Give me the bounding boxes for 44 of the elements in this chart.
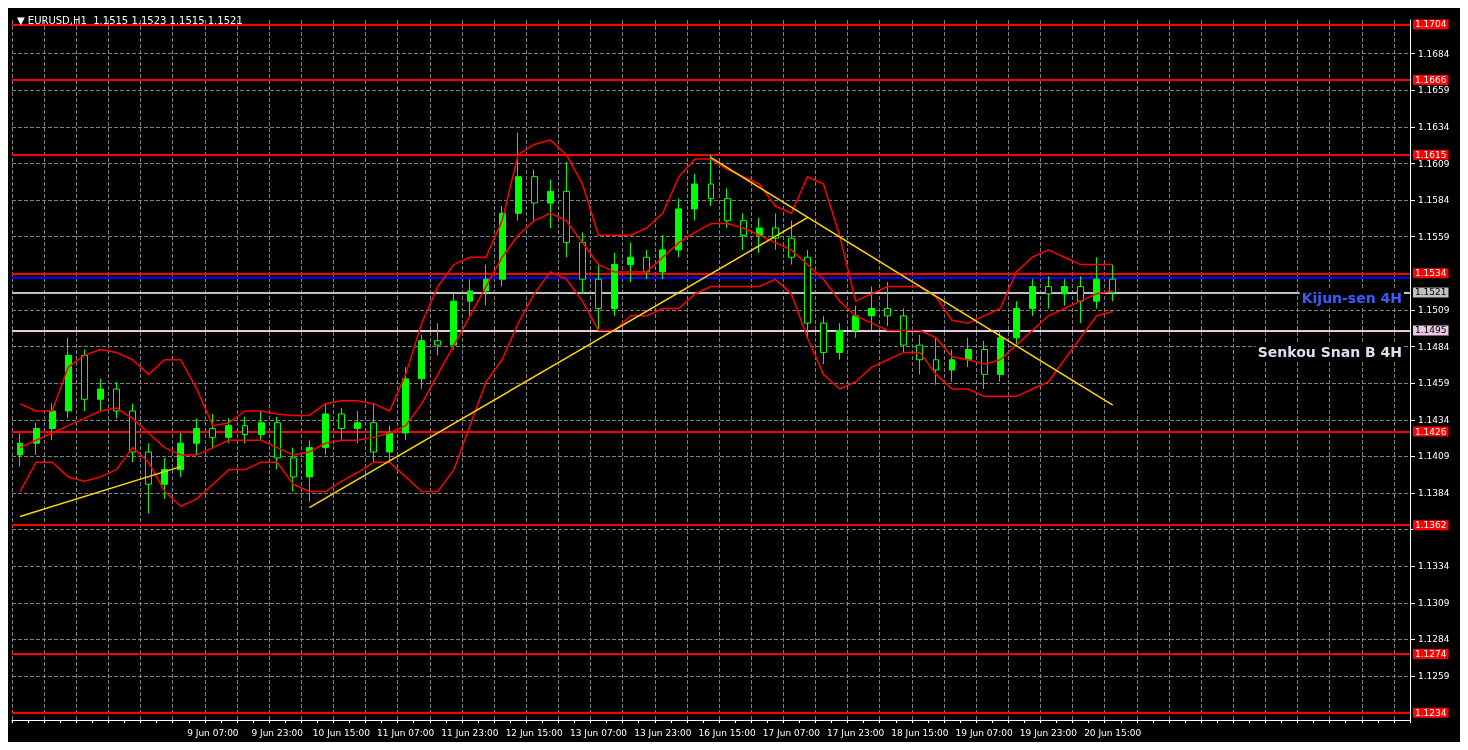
x-tick-label: 13 Jun 23:00 bbox=[634, 727, 692, 738]
y-tick-label: 1.1509 bbox=[1418, 304, 1450, 315]
y-tick-label: 1.1584 bbox=[1418, 195, 1450, 206]
y-tick-label: 1.1609 bbox=[1418, 158, 1450, 169]
ref-line-label: 1.1521 bbox=[1415, 287, 1447, 298]
y-tick-label: 1.1659 bbox=[1418, 85, 1450, 96]
ref-line-label: 1.1534 bbox=[1415, 268, 1447, 279]
x-tick-label: 9 Jun 07:00 bbox=[187, 727, 239, 738]
ref-line-label: 1.1426 bbox=[1415, 426, 1447, 437]
y-tick-label: 1.1434 bbox=[1418, 414, 1450, 425]
x-tick-label: 18 Jun 15:00 bbox=[891, 727, 949, 738]
ref-line-label: 1.1234 bbox=[1415, 707, 1447, 718]
text: Kijun-sen 4H bbox=[1301, 289, 1403, 306]
chart-title: ▼ EURUSD,H1 1.1515 1.1523 1.1515 1.1521 bbox=[17, 14, 243, 26]
ref-line-label: 1.1666 bbox=[1415, 75, 1447, 86]
y-tick-label: 1.1459 bbox=[1418, 378, 1450, 389]
x-tick-label: 17 Jun 23:00 bbox=[827, 727, 885, 738]
x-tick-label: 16 Jun 15:00 bbox=[698, 727, 756, 738]
y-tick-label: 1.1634 bbox=[1418, 121, 1450, 132]
y-tick-label: 1.1334 bbox=[1418, 561, 1450, 572]
x-tick-label: 19 Jun 07:00 bbox=[955, 727, 1014, 738]
x-tick-label: 9 Jun 23:00 bbox=[251, 727, 304, 738]
y-tick-label: 1.1384 bbox=[1418, 488, 1450, 499]
y-tick-label: 1.1309 bbox=[1418, 597, 1450, 608]
y-tick-label: 1.1259 bbox=[1418, 671, 1450, 682]
x-tick-label: 13 Jun 07:00 bbox=[569, 727, 628, 738]
y-tick-label: 1.1284 bbox=[1418, 634, 1450, 645]
x-tick-label: 19 Jun 23:00 bbox=[1019, 727, 1078, 738]
y-tick-label: 1.1559 bbox=[1418, 231, 1450, 242]
x-tick-label: 12 Jun 15:00 bbox=[505, 727, 564, 738]
text: Senkou Snan B 4H bbox=[1257, 344, 1402, 361]
ref-line-label: 1.1495 bbox=[1415, 325, 1447, 336]
x-tick-label: 17 Jun 07:00 bbox=[762, 727, 821, 738]
ref-line-label: 1.1615 bbox=[1415, 149, 1447, 160]
y-tick-label: 1.1684 bbox=[1418, 48, 1450, 59]
x-tick-label: 11 Jun 07:00 bbox=[377, 727, 435, 738]
ref-line-label: 1.1362 bbox=[1415, 520, 1447, 531]
x-tick-label: 11 Jun 23:00 bbox=[441, 727, 499, 738]
y-tick-label: 1.1409 bbox=[1418, 451, 1450, 462]
x-tick-label: 20 Jun 15:00 bbox=[1084, 727, 1142, 738]
ref-line-label: 1.1274 bbox=[1415, 649, 1447, 660]
y-tick-label: 1.1484 bbox=[1418, 341, 1450, 352]
ref-line-label: 1.1704 bbox=[1415, 19, 1447, 30]
x-tick-label: 10 Jun 15:00 bbox=[312, 727, 371, 738]
